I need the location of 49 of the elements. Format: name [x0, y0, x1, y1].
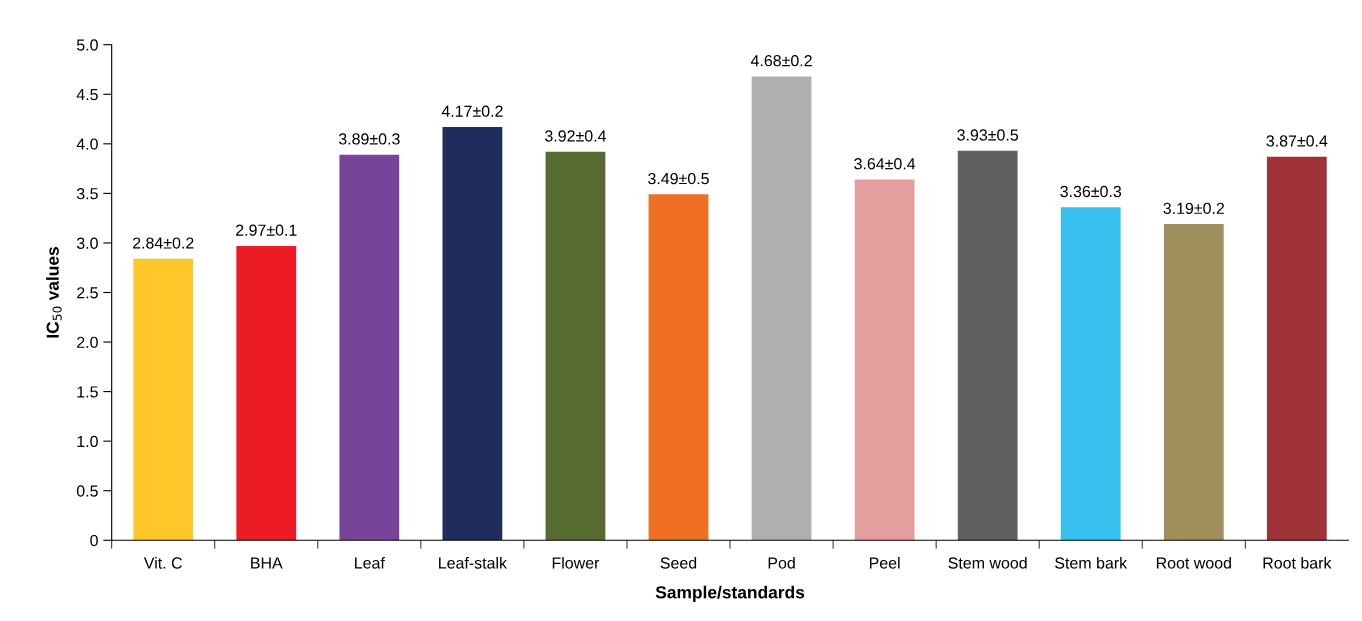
x-tick-label: Leaf — [355, 556, 385, 569]
y-tick-label: 5.0 — [76, 39, 98, 51]
bar — [133, 258, 194, 541]
bar — [236, 245, 297, 541]
data-label: 3.89±0.3 — [338, 133, 400, 145]
y-tick-label: 3.5 — [76, 188, 98, 200]
data-label: 4.17±0.2 — [441, 105, 503, 117]
x-tick-label: Root bark — [1263, 556, 1332, 569]
data-label: 3.36±0.3 — [1060, 185, 1122, 198]
x-tick-label: Seed — [660, 556, 697, 569]
bar — [957, 150, 1018, 541]
y-tick-label: 2.5 — [77, 287, 98, 299]
y-tick-label: 1.5 — [77, 386, 98, 398]
x-tick-label: Root wood — [1156, 556, 1231, 569]
y-tick-label: 3.0 — [76, 237, 98, 249]
x-tick-label: Leaf-stalk — [439, 556, 508, 569]
data-label: 3.64±0.4 — [854, 158, 916, 170]
data-label: 3.93±0.5 — [957, 129, 1019, 141]
y-tick-label: 0.5 — [76, 485, 98, 497]
data-label: 2.84±0.2 — [132, 237, 194, 249]
x-tick-label: Peel — [869, 556, 900, 569]
data-label: 3.49±0.5 — [648, 172, 709, 185]
y-tick-label: 0 — [90, 534, 98, 547]
bar — [854, 179, 915, 541]
x-tick-label: Flower — [552, 556, 600, 569]
bar — [1163, 224, 1224, 541]
bar — [648, 194, 709, 541]
x-tick-label: Vit. C — [143, 556, 182, 569]
bar — [545, 151, 606, 541]
y-tick-label: 4.5 — [76, 89, 98, 101]
data-label: 4.68±0.2 — [750, 55, 812, 67]
data-label: 3.92±0.4 — [545, 130, 607, 142]
bar — [751, 76, 812, 541]
y-tick-label: 2.0 — [77, 336, 98, 348]
bar — [339, 154, 400, 541]
x-tick-label: Pod — [768, 556, 795, 569]
x-tick-label: Stem bark — [1055, 556, 1128, 569]
x-axis-title: Sample/standards — [655, 585, 805, 602]
y-tick-label: 1.0 — [77, 435, 98, 448]
x-tick-label: BHA — [251, 557, 283, 569]
data-label: 3.19±0.2 — [1163, 202, 1225, 214]
bar — [1266, 156, 1327, 541]
bar — [442, 126, 503, 541]
y-axis-title: IC$_{50}$ values — [46, 247, 62, 338]
data-label: 3.87±0.4 — [1266, 135, 1328, 147]
bar — [1060, 207, 1121, 541]
data-label: 2.97±0.1 — [236, 224, 297, 236]
x-tick-label: Stem wood — [948, 556, 1027, 569]
y-tick-label: 4.0 — [76, 138, 98, 150]
